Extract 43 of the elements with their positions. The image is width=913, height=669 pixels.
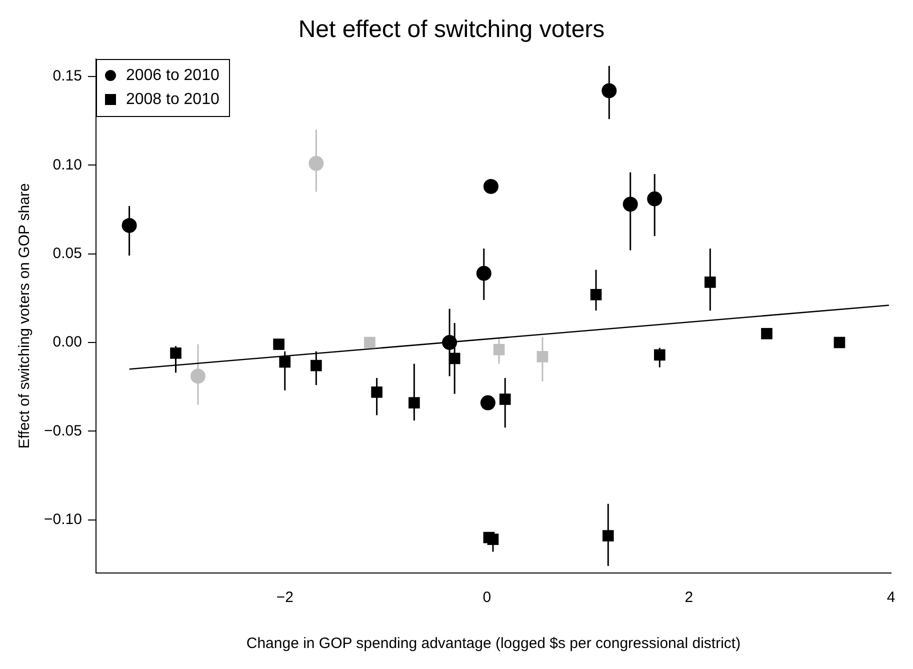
y-tick-label: 0.05 — [52, 244, 82, 262]
y-tick-label: −0.05 — [44, 422, 82, 440]
point — [279, 356, 291, 368]
point — [476, 266, 492, 281]
point — [483, 178, 498, 194]
point — [190, 368, 206, 384]
point — [273, 338, 284, 350]
point — [590, 288, 602, 300]
point — [310, 360, 322, 372]
x-tick-label: −2 — [276, 589, 294, 606]
chart-title: Net effect of switching voters — [298, 16, 605, 44]
point — [480, 395, 496, 410]
point — [122, 218, 137, 233]
x-axis-title: Change in GOP spending advantage (logged $s per congressional district) — [246, 635, 741, 652]
y-tick-label: 0.10 — [52, 156, 82, 174]
y-axis-title: Effect of switching voters on GOP share — [16, 183, 34, 449]
point — [371, 386, 382, 398]
y-tick-label: 0.15 — [52, 68, 82, 85]
point — [654, 349, 666, 361]
point — [448, 352, 460, 364]
point — [308, 156, 324, 171]
point — [704, 276, 716, 288]
point — [622, 196, 638, 212]
point — [602, 83, 617, 98]
point — [364, 336, 376, 348]
point — [442, 334, 458, 350]
point — [487, 534, 499, 545]
x-tick-label: 0 — [482, 589, 492, 606]
x-tick-label: 4 — [886, 589, 896, 606]
y-tick-label: −0.10 — [44, 510, 82, 528]
point — [834, 336, 846, 348]
point — [761, 328, 772, 340]
point — [408, 397, 420, 408]
legend-label: 2006 to 2010 — [126, 66, 220, 86]
y-tick-label: 0.00 — [52, 334, 82, 351]
x-tick-label: 2 — [684, 589, 694, 606]
point — [170, 347, 182, 359]
legend-label: 2008 to 2010 — [126, 90, 220, 110]
point — [493, 344, 505, 356]
point — [499, 394, 511, 405]
point — [602, 530, 614, 542]
point — [647, 191, 662, 206]
point — [536, 351, 548, 362]
